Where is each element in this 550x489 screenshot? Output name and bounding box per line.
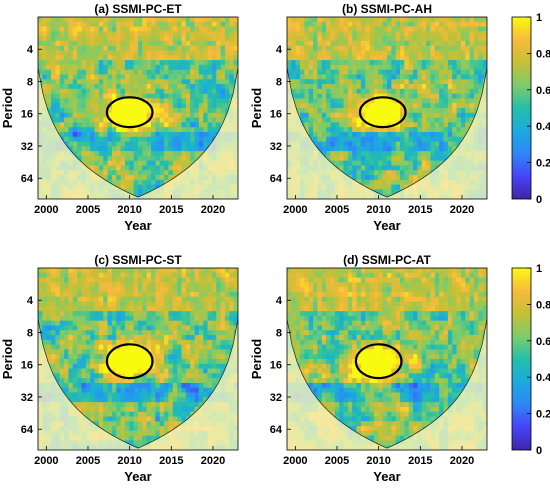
y-axis-label: Period — [249, 339, 264, 380]
wavelet-panel-2: (b) SSMI-PC-AH 4 8 16 32 64 2000 2005 2010 2015 20… — [249, 2, 488, 233]
y-tick-label: 64 — [270, 173, 283, 185]
y-tick-label: 64 — [21, 424, 34, 436]
colorbar-tick-label: 0 — [536, 445, 542, 457]
x-tick-label: 2000 — [34, 204, 58, 216]
colorbar-tick-label: 0.2 — [536, 409, 550, 421]
cone-of-influence — [287, 68, 487, 198]
colorbar: 0 0.2 0.4 0.6 0.8 1 — [511, 263, 550, 457]
plot-frame — [286, 267, 488, 451]
colorbar-tick-label: 0 — [536, 194, 542, 206]
coi-mask — [287, 268, 487, 450]
plot-frame — [286, 16, 488, 200]
y-tick-label: 32 — [270, 141, 282, 153]
cone-of-influence — [38, 68, 238, 198]
cone-of-influence — [38, 319, 238, 449]
colorbar-gradient — [511, 267, 532, 451]
y-tick-label: 4 — [27, 44, 34, 56]
x-axis-label: Year — [124, 218, 151, 233]
x-tick-label: 2010 — [366, 455, 390, 467]
y-tick-label: 4 — [276, 295, 283, 307]
y-tick-label: 4 — [27, 295, 34, 307]
colorbar: 0 0.2 0.4 0.6 0.8 1 — [511, 12, 550, 206]
x-tick-label: 2010 — [117, 455, 141, 467]
plot-frame — [37, 16, 239, 200]
coherence-heatmap — [287, 268, 487, 450]
x-tick-label: 2015 — [159, 204, 183, 216]
y-tick-label: 8 — [27, 327, 33, 339]
x-tick-label: 2010 — [117, 204, 141, 216]
x-axis-label: Year — [373, 218, 400, 233]
x-tick-label: 2015 — [159, 455, 183, 467]
significance-contour — [105, 96, 154, 129]
y-tick-label: 4 — [276, 44, 283, 56]
colorbar-tick-label: 0.6 — [536, 336, 550, 348]
x-tick-label: 2010 — [366, 204, 390, 216]
colorbar-tick-label: 1 — [536, 263, 542, 275]
x-tick-label: 2015 — [408, 204, 432, 216]
x-tick-label: 2020 — [201, 204, 225, 216]
y-tick-label: 16 — [21, 360, 33, 372]
x-tick-label: 2020 — [201, 455, 225, 467]
x-tick-label: 2005 — [325, 455, 349, 467]
y-axis-label: Period — [0, 339, 15, 380]
panel-title: (b) SSMI-PC-AH — [342, 2, 432, 16]
y-tick-label: 32 — [21, 141, 33, 153]
panel-title: (d) SSMI-PC-AT — [343, 253, 431, 267]
colorbar-tick-label: 0.6 — [536, 85, 550, 97]
significance-contour — [105, 343, 154, 380]
y-tick-label: 8 — [276, 327, 282, 339]
panel-title: (c) SSMI-PC-ST — [94, 253, 182, 267]
y-tick-label: 16 — [270, 360, 282, 372]
y-tick-label: 32 — [270, 392, 282, 404]
colorbar-tick-label: 0.8 — [536, 299, 550, 311]
y-tick-label: 8 — [27, 76, 33, 88]
y-tick-label: 8 — [276, 76, 282, 88]
plot-frame — [37, 267, 239, 451]
wavelet-panel-1: (a) SSMI-PC-ET 4 8 16 32 64 2000 2005 2010 2015 20… — [0, 2, 239, 233]
coi-mask — [38, 268, 238, 450]
y-tick-label: 32 — [21, 392, 33, 404]
x-tick-label: 2000 — [283, 204, 307, 216]
y-axis-label: Period — [0, 88, 15, 129]
x-tick-label: 2020 — [450, 455, 474, 467]
significance-contour — [354, 343, 403, 380]
colorbar-tick-label: 0.2 — [536, 158, 550, 170]
colorbar-tick-label: 0.4 — [536, 121, 550, 133]
x-tick-label: 2000 — [34, 455, 58, 467]
wavelet-panel-3: (c) SSMI-PC-ST 4 8 16 32 64 2000 2005 2010 2015 20… — [0, 253, 239, 484]
colorbar-tick-label: 0.4 — [536, 372, 550, 384]
y-axis-label: Period — [249, 88, 264, 129]
coi-mask — [38, 17, 238, 199]
cone-of-influence — [287, 319, 487, 449]
colorbar-gradient — [511, 16, 532, 200]
x-axis-label: Year — [373, 469, 400, 484]
x-tick-label: 2005 — [76, 455, 100, 467]
x-tick-label: 2015 — [408, 455, 432, 467]
x-tick-label: 2000 — [283, 455, 307, 467]
wavelet-panel-4: (d) SSMI-PC-AT 4 8 16 32 64 2000 2005 2010 2015 20… — [249, 253, 488, 484]
y-tick-label: 16 — [21, 109, 33, 121]
x-axis-label: Year — [124, 469, 151, 484]
coi-mask — [287, 17, 487, 199]
x-tick-label: 2005 — [76, 204, 100, 216]
colorbar-tick-label: 1 — [536, 12, 542, 24]
y-tick-label: 64 — [21, 173, 34, 185]
y-tick-label: 16 — [270, 109, 282, 121]
colorbar-tick-label: 0.8 — [536, 48, 550, 60]
significance-contour — [358, 96, 407, 129]
panel-title: (a) SSMI-PC-ET — [94, 2, 182, 16]
y-tick-label: 64 — [270, 424, 283, 436]
x-tick-label: 2005 — [325, 204, 349, 216]
x-tick-label: 2020 — [450, 204, 474, 216]
